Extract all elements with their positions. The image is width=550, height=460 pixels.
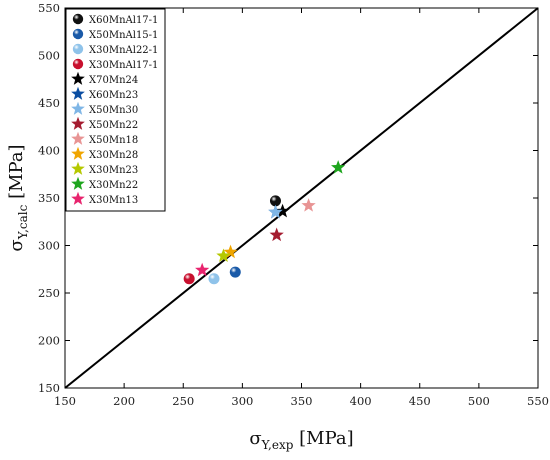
legend-label: X60Mn23 <box>89 90 138 101</box>
data-point-x50mnal15-1 <box>229 266 241 278</box>
x-tick-label: 500 <box>468 394 490 408</box>
y-tick-label: 250 <box>38 286 60 300</box>
x-axis-title: σY,exp [MPa] <box>249 428 353 452</box>
legend-label: X50Mn30 <box>89 105 138 116</box>
legend-marker <box>71 161 85 175</box>
data-point-x50mn22 <box>269 227 284 242</box>
legend-marker <box>71 71 85 85</box>
reference-line <box>64 7 539 389</box>
y-tick-label: 300 <box>38 239 60 253</box>
legend-label: X60MnAl17-1 <box>89 15 158 26</box>
y-tick-label: 200 <box>38 334 60 348</box>
x-tick-label: 300 <box>231 394 253 408</box>
x-tick-label: 200 <box>113 394 135 408</box>
legend-marker <box>72 28 84 40</box>
reference-line-layer <box>64 7 539 389</box>
legend-marker <box>71 176 85 190</box>
x-axis-subscript: Y,exp <box>261 438 294 452</box>
legend-marker <box>71 86 85 100</box>
x-axis-symbol: σ <box>249 428 261 449</box>
y-axis-unit: [MPa] <box>6 144 27 204</box>
data-point-x60mnal17-1 <box>269 195 281 207</box>
x-tick-label: 150 <box>54 394 76 408</box>
legend-label: X30Mn13 <box>89 195 138 206</box>
x-tick-label: 350 <box>291 394 313 408</box>
x-tick-label: 550 <box>527 394 549 408</box>
y-tick-label: 500 <box>38 49 60 63</box>
legend-label: X50Mn18 <box>89 135 138 146</box>
legend: X60MnAl17-1 X50MnAl15-1 X30MnAl22-1 X30MnAl… <box>65 8 166 212</box>
y-tick-label: 450 <box>38 96 60 110</box>
y-tick-label: 550 <box>38 1 60 15</box>
data-point-x30mn28 <box>223 244 238 259</box>
legend-label: X30MnAl22-1 <box>89 45 158 56</box>
legend-marker <box>72 58 84 70</box>
data-point-x30mn23 <box>216 248 231 263</box>
legend-marker <box>71 131 85 145</box>
legend-label: X70Mn24 <box>89 75 138 86</box>
legend-label: X30Mn22 <box>89 180 138 191</box>
legend-marker <box>72 13 84 25</box>
x-tick-label: 450 <box>409 394 431 408</box>
legend-marker <box>71 101 85 115</box>
y-tick-label: 150 <box>38 381 60 395</box>
y-axis-title: σY,calc [MPa] <box>6 144 30 251</box>
y-tick-label: 400 <box>38 144 60 158</box>
x-axis-unit: [MPa] <box>293 428 353 449</box>
y-tick-label: 350 <box>38 191 60 205</box>
data-point-x70mn24 <box>275 203 290 218</box>
data-point-x30mn22 <box>331 160 346 174</box>
legend-box <box>65 8 166 212</box>
x-tick-label: 400 <box>350 394 372 408</box>
legend-label: X30Mn28 <box>89 150 138 161</box>
data-points-layer <box>183 160 346 285</box>
legend-marker <box>71 191 85 205</box>
ticks-layer: 150 200 250 300 350 400 450 500 550 150 200 250 300 3… <box>38 1 549 408</box>
data-point-x30mn13 <box>195 262 210 277</box>
legend-marker <box>71 146 85 160</box>
y-axis-symbol: σ <box>6 239 27 251</box>
legend-label: X30Mn23 <box>89 165 138 176</box>
data-point-x30mnal17-1 <box>183 273 195 285</box>
x-tick-label: 250 <box>172 394 194 408</box>
data-point-x30mnal22-1 <box>208 273 220 285</box>
legend-label: X50MnAl15-1 <box>89 30 158 41</box>
legend-marker <box>72 43 84 55</box>
legend-label: X50Mn22 <box>89 120 138 131</box>
y-axis-subscript: Y,calc <box>16 204 30 240</box>
legend-label: X30MnAl17-1 <box>89 60 158 71</box>
data-point-x50mn30 <box>268 204 283 219</box>
legend-marker <box>71 116 85 130</box>
data-point-x50mn18 <box>301 198 316 212</box>
